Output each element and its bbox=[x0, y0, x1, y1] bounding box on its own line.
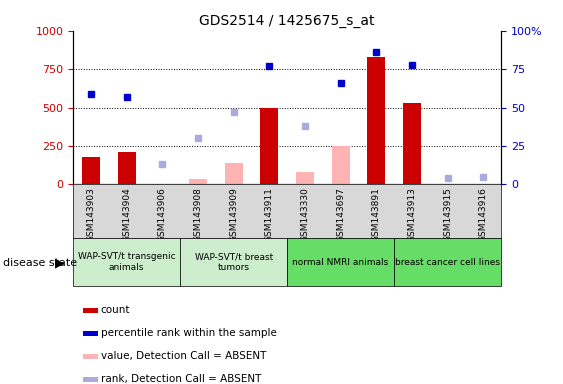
Text: GSM143916: GSM143916 bbox=[479, 187, 488, 242]
Text: rank, Detection Call = ABSENT: rank, Detection Call = ABSENT bbox=[101, 374, 261, 384]
FancyBboxPatch shape bbox=[287, 238, 394, 286]
Bar bbox=[403, 103, 421, 184]
Text: GSM143697: GSM143697 bbox=[336, 187, 345, 242]
Text: count: count bbox=[101, 305, 130, 315]
Bar bbox=[82, 157, 100, 184]
Text: disease state: disease state bbox=[3, 258, 77, 268]
Text: breast cancer cell lines: breast cancer cell lines bbox=[395, 258, 500, 266]
Text: GSM143906: GSM143906 bbox=[158, 187, 167, 242]
Text: GSM143903: GSM143903 bbox=[87, 187, 96, 242]
Bar bbox=[189, 179, 207, 184]
Text: GSM143909: GSM143909 bbox=[229, 187, 238, 242]
FancyBboxPatch shape bbox=[180, 238, 287, 286]
Text: GSM143891: GSM143891 bbox=[372, 187, 381, 242]
Bar bbox=[332, 146, 350, 184]
Bar bbox=[118, 152, 136, 184]
Text: GSM143913: GSM143913 bbox=[408, 187, 417, 242]
Bar bbox=[83, 377, 98, 382]
Bar bbox=[260, 108, 278, 184]
Text: percentile rank within the sample: percentile rank within the sample bbox=[101, 328, 276, 338]
Text: GSM143904: GSM143904 bbox=[122, 187, 131, 242]
Text: WAP-SVT/t breast
tumors: WAP-SVT/t breast tumors bbox=[195, 252, 272, 272]
Bar bbox=[83, 308, 98, 313]
Text: GSM143911: GSM143911 bbox=[265, 187, 274, 242]
Text: normal NMRI animals: normal NMRI animals bbox=[293, 258, 388, 266]
Bar bbox=[83, 331, 98, 336]
Bar bbox=[225, 163, 243, 184]
FancyBboxPatch shape bbox=[73, 238, 180, 286]
Text: GSM143908: GSM143908 bbox=[194, 187, 203, 242]
Bar bbox=[296, 172, 314, 184]
Bar bbox=[367, 57, 385, 184]
Text: WAP-SVT/t transgenic
animals: WAP-SVT/t transgenic animals bbox=[78, 252, 176, 272]
FancyBboxPatch shape bbox=[394, 238, 501, 286]
Text: ▶: ▶ bbox=[55, 257, 65, 270]
Text: GSM143330: GSM143330 bbox=[301, 187, 310, 242]
Text: value, Detection Call = ABSENT: value, Detection Call = ABSENT bbox=[101, 351, 266, 361]
Text: GSM143915: GSM143915 bbox=[443, 187, 452, 242]
Bar bbox=[83, 354, 98, 359]
Title: GDS2514 / 1425675_s_at: GDS2514 / 1425675_s_at bbox=[199, 14, 375, 28]
